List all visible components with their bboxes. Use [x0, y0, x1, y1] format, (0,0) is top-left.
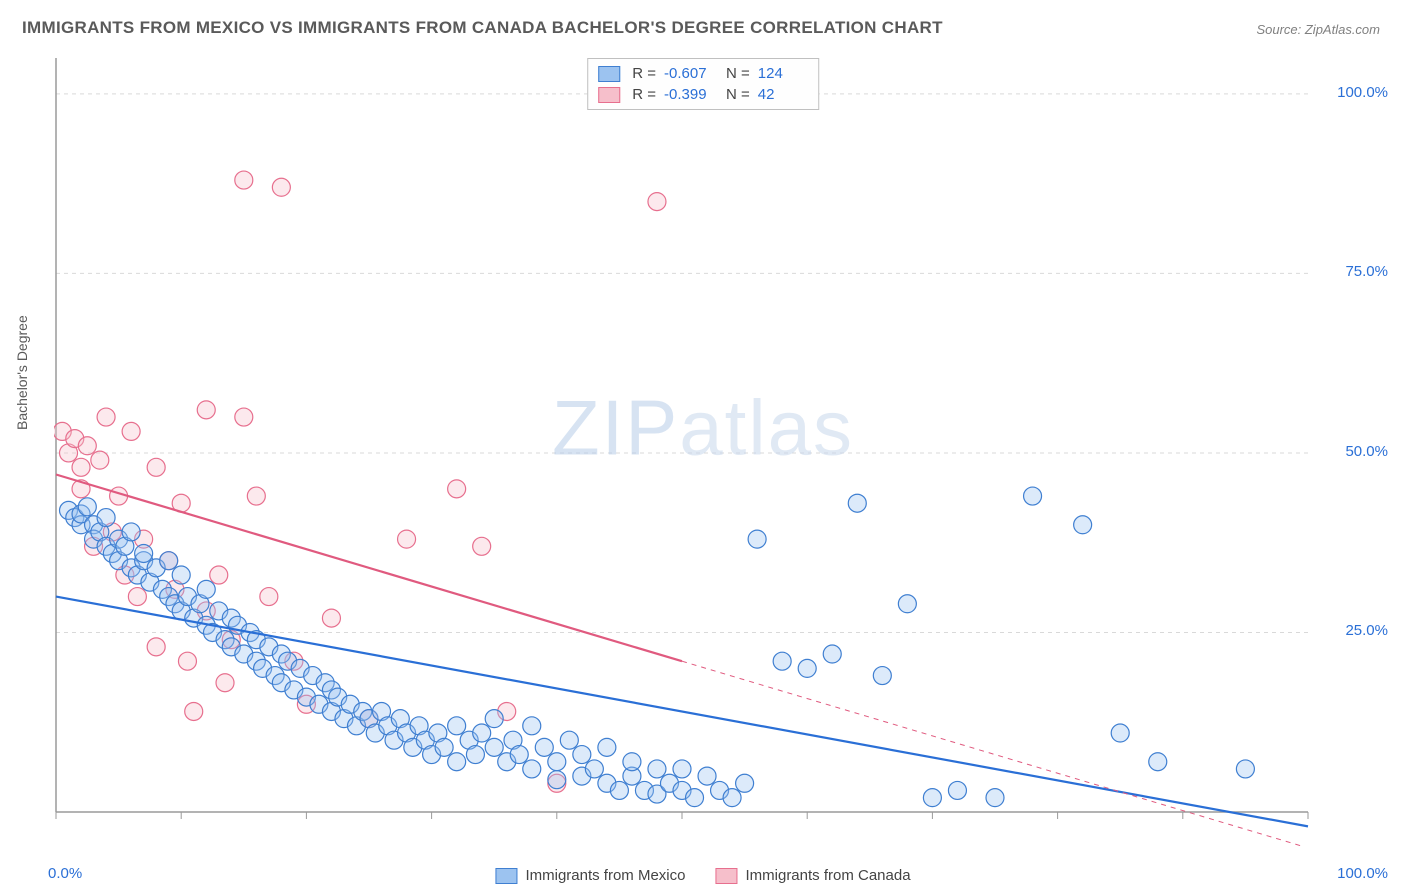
n-label: N = [726, 86, 750, 103]
r-label: R = [632, 86, 656, 103]
chart-title: IMMIGRANTS FROM MEXICO VS IMMIGRANTS FRO… [22, 18, 943, 38]
r-label: R = [632, 65, 656, 82]
swatch-canada [715, 868, 737, 884]
n-value-mexico: 124 [758, 65, 808, 82]
swatch-mexico [598, 66, 620, 82]
y-tick-label: 25.0% [1345, 622, 1388, 639]
legend-label-canada: Immigrants from Canada [745, 867, 910, 884]
legend-row-canada: R = -0.399 N = 42 [598, 84, 808, 105]
r-value-mexico: -0.607 [664, 65, 714, 82]
x-tick-max: 100.0% [1337, 865, 1388, 882]
n-label: N = [726, 65, 750, 82]
legend-item-mexico: Immigrants from Mexico [495, 867, 685, 884]
y-tick-label: 50.0% [1345, 443, 1388, 460]
legend-row-mexico: R = -0.607 N = 124 [598, 63, 808, 84]
y-tick-label: 75.0% [1345, 263, 1388, 280]
r-value-canada: -0.399 [664, 86, 714, 103]
swatch-canada [598, 87, 620, 103]
y-axis-label: Bachelor's Degree [14, 315, 30, 430]
scatter-plot [54, 56, 1378, 846]
source-attribution: Source: ZipAtlas.com [1256, 22, 1380, 37]
swatch-mexico [495, 868, 517, 884]
y-tick-label: 100.0% [1337, 84, 1388, 101]
series-legend: Immigrants from Mexico Immigrants from C… [495, 867, 910, 884]
legend-label-mexico: Immigrants from Mexico [525, 867, 685, 884]
n-value-canada: 42 [758, 86, 808, 103]
legend-item-canada: Immigrants from Canada [715, 867, 910, 884]
x-tick-min: 0.0% [48, 865, 82, 882]
source-label: Source: [1256, 22, 1304, 37]
correlation-legend: R = -0.607 N = 124 R = -0.399 N = 42 [587, 58, 819, 110]
source-value: ZipAtlas.com [1305, 22, 1380, 37]
